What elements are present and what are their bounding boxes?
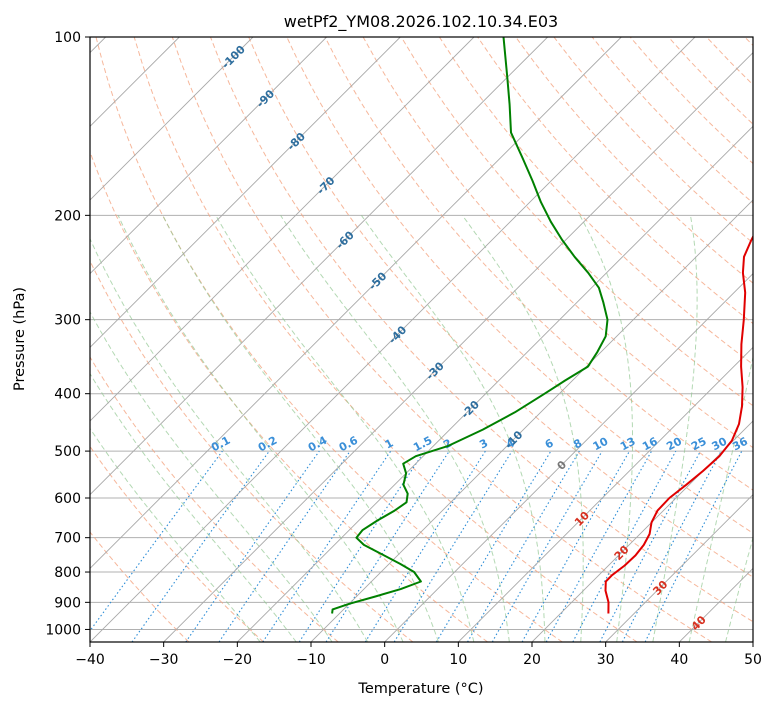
y-tick-label: 700 (54, 531, 81, 547)
x-tick-label: 50 (744, 652, 762, 668)
mixing-ratio-label: 16 (640, 435, 660, 454)
y-tick-label: 400 (54, 387, 81, 403)
y-tick-label: 800 (54, 565, 81, 581)
dry-adiabat-line (400, 37, 753, 407)
mixing-ratio-label: 10 (591, 434, 611, 453)
y-tick-label: 100 (54, 30, 81, 46)
dry-adiabat-line (90, 531, 190, 642)
x-tick-label: −30 (149, 652, 179, 668)
isotherm-line (310, 199, 753, 642)
x-tick-label: 30 (597, 652, 615, 668)
isotherm-line (90, 37, 401, 348)
y-tick-label: 500 (54, 444, 81, 460)
moist-adiabat-line (90, 427, 261, 642)
mixing-ratio-line (218, 450, 351, 642)
plot-background (90, 37, 753, 642)
dry-adiabat-line (324, 37, 753, 491)
isotherm-line (90, 37, 622, 569)
y-tick-label: 900 (54, 595, 81, 611)
mixing-ratio-line (572, 450, 677, 642)
mixing-ratio-line (325, 450, 450, 642)
x-tick-label: 20 (523, 652, 541, 668)
dry-adiabat-line (171, 37, 712, 642)
y-axis-title: Pressure (hPa) (12, 287, 28, 391)
temperature-trace (604, 234, 753, 614)
y-tick-label: 600 (54, 491, 81, 507)
x-axis-title: Temperature (°C) (357, 681, 483, 697)
x-tick-label: 40 (670, 652, 688, 668)
mixing-ratio-line (131, 450, 270, 642)
chart-title: wetPf2_YM08.2026.102.10.34.E03 (284, 12, 558, 32)
moist-adiabat-line (652, 215, 698, 642)
dry-adiabat-line (90, 150, 488, 642)
moist-adiabat-line (688, 355, 753, 642)
dry-adiabat-line (515, 37, 753, 284)
mixing-ratio-line (644, 450, 743, 642)
isotherm-line (384, 273, 753, 642)
x-tick-label: −10 (296, 652, 326, 668)
isotherm-line (237, 125, 753, 642)
x-axis-ticks: −40 −30 −20 −10 0 10 20 30 40 50 (75, 642, 762, 668)
moist-adiabat-line (360, 215, 546, 642)
isotherm-line (90, 37, 696, 642)
moist-adiabat-line (579, 215, 633, 642)
mixing-ratio-line (521, 450, 630, 642)
moist-adiabat-line (117, 215, 404, 642)
dewpoint-trace (331, 37, 609, 614)
y-tick-label: 1000 (45, 622, 81, 638)
isotherm-line (531, 420, 753, 642)
mixing-ratio-line (262, 450, 392, 642)
y-axis-ticks: 100 200 300 400 500 600 700 800 900 1000 (45, 30, 90, 638)
dry-adiabat-line (248, 37, 753, 578)
x-tick-label: 0 (380, 652, 389, 668)
sounding-traces (331, 37, 753, 614)
mixing-ratio-label: 25 (689, 435, 709, 454)
mixing-ratio-lines (90, 450, 743, 642)
mixing-ratio-line (545, 450, 653, 642)
isotherms (90, 37, 753, 642)
mixing-ratio-label: 20 (664, 434, 684, 453)
dry-adiabat-line (90, 445, 264, 642)
plot-frame (89, 36, 754, 643)
moist-adiabat-line (162, 215, 439, 642)
moist-adiabat-line (90, 372, 297, 642)
dry-adiabat-line (210, 37, 753, 623)
x-tick-label: 10 (449, 652, 467, 668)
mixing-ratio-line (298, 450, 425, 642)
isotherm-line (163, 52, 753, 642)
dry-adiabat-line (438, 37, 753, 366)
isotherm-line (90, 37, 548, 496)
mixing-ratio-label: 36 (730, 435, 750, 454)
dry-adiabat-line (90, 356, 339, 642)
dry-adiabat-line (133, 37, 638, 642)
moist-adiabat-line (215, 215, 475, 642)
isotherm-line (458, 346, 753, 642)
y-tick-label: 300 (54, 313, 81, 329)
mixing-ratio-label: 13 (618, 435, 638, 454)
isotherm-line (90, 37, 327, 275)
pressure-gridlines (90, 37, 753, 630)
moist-adiabat-line (280, 215, 510, 642)
x-tick-label: −20 (223, 652, 253, 668)
x-tick-label: −40 (75, 652, 105, 668)
mixing-ratio-line (185, 450, 320, 642)
mixing-ratio-line (393, 450, 513, 642)
isotherm-line (605, 494, 753, 642)
isotherm-line (90, 37, 475, 422)
mixing-ratio-line (90, 450, 223, 632)
isotherm-line (752, 641, 753, 642)
y-tick-label: 200 (54, 208, 81, 224)
isotherm-line (90, 37, 254, 201)
